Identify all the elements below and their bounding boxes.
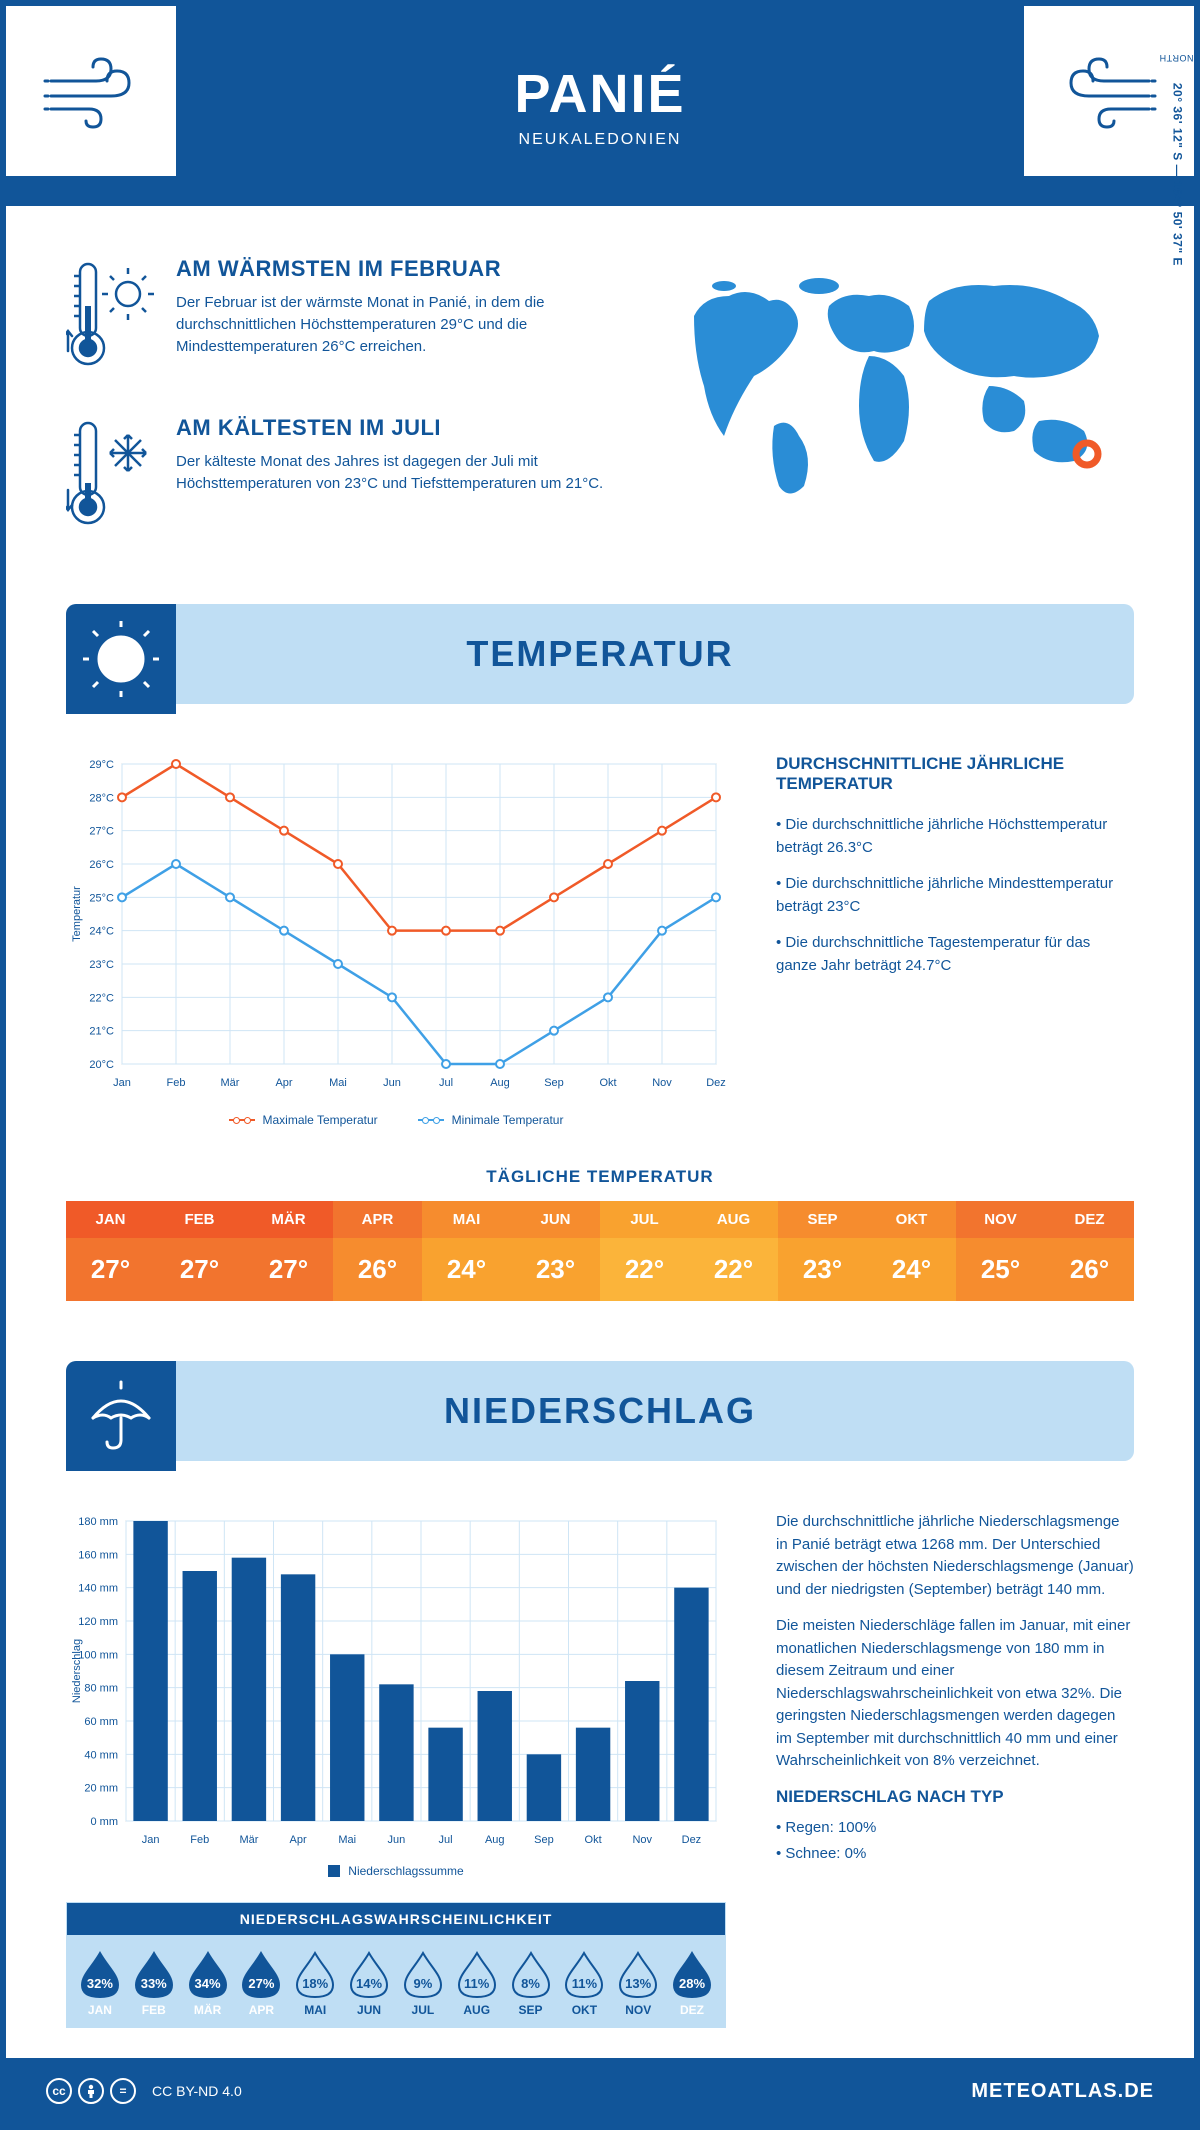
svg-text:Aug: Aug [485,1834,505,1846]
svg-text:Jul: Jul [439,1077,453,1089]
svg-text:22°C: 22°C [89,992,114,1004]
coordinates: NORTH 20° 36' 12" S — 164° 50' 37" E [1170,41,1184,266]
precip-snow: • Schnee: 0% [776,1843,1134,1866]
warmest-title: AM WÄRMSTEN IM FEBRUAR [176,256,614,282]
svg-text:21°C: 21°C [89,1026,114,1038]
svg-text:Okt: Okt [585,1834,602,1846]
precip-type-title: NIEDERSCHLAG NACH TYP [776,1787,1134,1807]
warmest-text: Der Februar ist der wärmste Monat in Pan… [176,292,614,357]
svg-text:Feb: Feb [167,1077,186,1089]
license-text: CC BY-ND 4.0 [152,2083,242,2099]
svg-text:Aug: Aug [490,1077,510,1089]
svg-text:60 mm: 60 mm [84,1716,118,1728]
svg-text:Mär: Mär [221,1077,240,1089]
svg-text:Apr: Apr [290,1834,307,1846]
daily-temp-table: JAN27°FEB27°MÄR27°APR26°MAI24°JUN23°JUL2… [66,1201,1134,1301]
thermometer-sun-icon [66,256,156,381]
page-title: PANIÉ [514,63,685,125]
warmest-fact: AM WÄRMSTEN IM FEBRUAR Der Februar ist d… [66,256,614,381]
svg-text:Mai: Mai [338,1834,356,1846]
svg-text:Jun: Jun [388,1834,406,1846]
svg-text:180 mm: 180 mm [78,1516,118,1528]
svg-text:23°C: 23°C [89,959,114,971]
avg-temp-p3: • Die durchschnittliche Tagestemperatur … [776,932,1134,977]
prob-title: NIEDERSCHLAGSWAHRSCHEINLICHKEIT [67,1903,725,1935]
coldest-text: Der kälteste Monat des Jahres ist dagege… [176,451,614,495]
svg-text:Jul: Jul [439,1834,453,1846]
svg-text:Mai: Mai [329,1077,347,1089]
daily-temp-title: TÄGLICHE TEMPERATUR [66,1167,1134,1187]
svg-text:24°C: 24°C [89,926,114,938]
svg-text:28°C: 28°C [89,792,114,804]
svg-text:140 mm: 140 mm [78,1583,118,1595]
svg-text:Jan: Jan [113,1077,131,1089]
svg-text:Jun: Jun [383,1077,401,1089]
precip-p2: Die meisten Niederschläge fallen im Janu… [776,1615,1134,1773]
site-name: METEOATLAS.DE [971,2080,1154,2103]
avg-temp-title: DURCHSCHNITTLICHE JÄHRLICHE TEMPERATUR [776,754,1134,794]
thermometer-snow-icon [66,415,156,540]
prob-row: 32%JAN33%FEB34%MÄR27%APR18%MAI14%JUN9%JU… [67,1935,725,2027]
temperature-line-chart: 20°C 21°C 22°C 23°C 24°C 25°C 26°C 27°C 28°C 29°C… [66,754,726,1094]
svg-text:27°C: 27°C [89,826,114,838]
svg-text:26°C: 26°C [89,859,114,871]
svg-text:Sep: Sep [534,1834,554,1846]
precip-section-header: NIEDERSCHLAG [66,1361,1134,1461]
precip-rain: • Regen: 100% [776,1817,1134,1840]
precip-bar-chart: 0 mm 20 mm 40 mm 60 mm 80 mm 100 mm 120 mm 140 … [66,1511,726,1851]
wind-icon [1024,6,1194,176]
svg-text:Dez: Dez [682,1834,702,1846]
svg-text:0 mm: 0 mm [91,1816,119,1828]
svg-text:25°C: 25°C [89,892,114,904]
svg-text:Nov: Nov [652,1077,672,1089]
header: PANIÉ NEUKALEDONIEN [6,6,1194,206]
temperature-section-header: TEMPERATUR [66,604,1134,704]
svg-text:20°C: 20°C [89,1059,114,1071]
svg-text:Feb: Feb [190,1834,209,1846]
sun-icon [66,604,176,714]
svg-text:80 mm: 80 mm [84,1683,118,1695]
svg-text:Okt: Okt [599,1077,616,1089]
avg-temp-p1: • Die durchschnittliche jährliche Höchst… [776,814,1134,859]
cc-icon: cc [46,2078,72,2104]
temperature-legend: Maximale Temperatur Minimale Temperatur [66,1113,726,1127]
avg-temp-p2: • Die durchschnittliche jährliche Mindes… [776,873,1134,918]
coldest-fact: AM KÄLTESTEN IM JULI Der kälteste Monat … [66,415,614,540]
footer: cc = CC BY-ND 4.0 METEOATLAS.DE [6,2058,1194,2124]
svg-text:120 mm: 120 mm [78,1616,118,1628]
precip-p1: Die durchschnittliche jährliche Niedersc… [776,1511,1134,1601]
temperature-title: TEMPERATUR [466,633,733,675]
precip-title: NIEDERSCHLAG [444,1390,756,1432]
svg-text:Jan: Jan [142,1834,160,1846]
svg-text:Niederschlag: Niederschlag [71,1639,83,1703]
nd-icon: = [110,2078,136,2104]
svg-text:Dez: Dez [706,1077,726,1089]
svg-text:20 mm: 20 mm [84,1783,118,1795]
svg-text:29°C: 29°C [89,759,114,771]
wind-icon [6,6,176,176]
svg-text:40 mm: 40 mm [84,1749,118,1761]
page-subtitle: NEUKALEDONIEN [519,131,682,149]
svg-text:Apr: Apr [275,1077,292,1089]
by-icon [78,2078,104,2104]
world-map-icon [654,256,1134,516]
svg-text:Nov: Nov [632,1834,652,1846]
umbrella-icon [66,1361,176,1471]
coldest-title: AM KÄLTESTEN IM JULI [176,415,614,441]
svg-text:Temperatur: Temperatur [71,886,83,942]
svg-text:Mär: Mär [239,1834,258,1846]
svg-text:100 mm: 100 mm [78,1649,118,1661]
precip-legend: Niederschlagssumme [66,1864,726,1878]
svg-text:Sep: Sep [544,1077,564,1089]
svg-text:160 mm: 160 mm [78,1549,118,1561]
